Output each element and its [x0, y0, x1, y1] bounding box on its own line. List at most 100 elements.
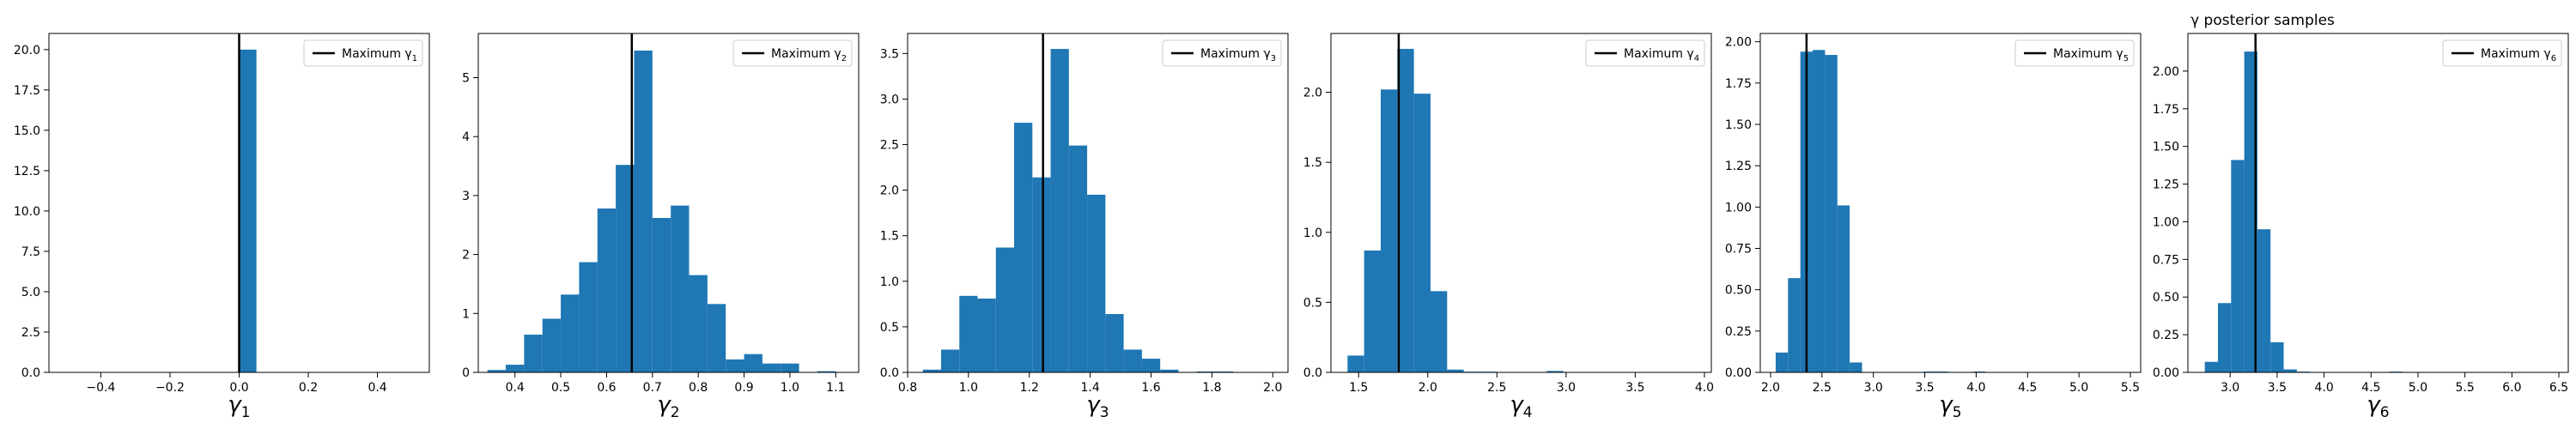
y-tick-label: 2.5	[880, 139, 899, 153]
y-tick-label: 7.5	[21, 245, 40, 259]
histogram-bar	[995, 247, 1015, 372]
histogram-bar	[1837, 205, 1850, 372]
histogram-bar	[524, 335, 543, 372]
x-tick-label: 3.0	[1557, 381, 1576, 395]
axes-frame	[477, 33, 860, 373]
y-tick-label: 1.00	[2153, 215, 2179, 229]
y-tick-label: 3	[462, 190, 470, 203]
histogram-bar	[616, 165, 635, 372]
x-tick-label: 2.0	[1761, 381, 1780, 395]
y-tick-label: 0.25	[2153, 329, 2179, 342]
axes-frame	[1759, 33, 2142, 373]
histogram-bar	[1825, 55, 1838, 373]
histogram-bar	[1105, 314, 1124, 372]
legend: Maximum γ4	[1585, 39, 1705, 67]
histogram-bar	[2204, 361, 2219, 372]
x-tick-label: 1.0	[959, 381, 978, 395]
legend-frame	[2442, 39, 2562, 67]
histogram-bar	[1397, 48, 1414, 373]
histogram-bar	[726, 359, 744, 372]
histogram-bar	[1546, 371, 1564, 372]
x-tick-label: 0.9	[734, 381, 753, 395]
x-tick-label: 3.0	[1864, 381, 1883, 395]
x-tick-label: 2.0	[1419, 381, 1437, 395]
x-axis-label: γ5	[1939, 392, 1961, 421]
x-tick-label: 4.0	[1966, 381, 1985, 395]
x-tick-label: 4.0	[1695, 381, 1714, 395]
y-tick-label: 1.25	[1725, 160, 1752, 173]
legend-frame	[2014, 39, 2135, 67]
histogram-bar	[652, 218, 671, 372]
figure-title: γ posterior samples	[2190, 12, 2335, 29]
histogram-bar	[1068, 145, 1088, 372]
x-tick-label: 3.5	[2268, 381, 2287, 395]
histogram-bar	[1160, 369, 1179, 372]
y-tick-label: 1.75	[1725, 77, 1752, 91]
y-tick-label: 1.50	[1725, 118, 1752, 132]
y-tick-label: 0.00	[1725, 366, 1752, 380]
x-axis-label: γ1	[228, 392, 250, 421]
histogram-bar	[1364, 250, 1381, 372]
histogram-bar	[707, 304, 726, 372]
y-tick-label: 0.5	[880, 321, 899, 335]
histogram-bar	[2257, 229, 2271, 372]
x-tick-label: 6.0	[2502, 381, 2521, 395]
y-tick-label: 0.00	[2153, 366, 2179, 380]
histogram-panel-5: 2.0 2.5 3.0 3.5 4.0 4.5 5.0 5.5 0.00 0.25 0.50 0.75…	[1725, 33, 2142, 421]
y-tick-label: 2.5	[21, 326, 40, 340]
y-tick-label: 2	[462, 249, 470, 263]
legend-label: Maximum γ1	[342, 47, 417, 63]
histogram-bar	[487, 370, 507, 372]
y-tick-label: 0.0	[880, 366, 899, 380]
y-tick-label: 1.5	[1303, 156, 1322, 170]
y-tick-label: 3.5	[880, 47, 899, 61]
histogram-bar	[1788, 278, 1801, 372]
histogram-bar	[922, 369, 941, 372]
y-tick-label: 2.00	[1725, 36, 1752, 50]
histogram-bar	[597, 208, 617, 372]
legend-frame	[1585, 39, 1705, 67]
y-tick-label: 0.0	[1303, 366, 1322, 380]
histogram-bar	[1014, 123, 1033, 372]
x-tick-label: 0.2	[299, 381, 318, 395]
legend-frame	[1162, 39, 1282, 67]
y-tick-label: 15.0	[14, 124, 40, 138]
histogram-bar	[1813, 50, 1826, 373]
histogram-panel-1: −0.4 −0.2 0.0 0.2 0.4 0.0 2.5 5.0 7.5 10.0 12.5 15.…	[14, 33, 430, 421]
histogram-panel-6: 3.0 3.5 4.0 4.5 5.0 5.5 6.0 6.5 0.00 0.25 0.50 0.75…	[2153, 33, 2569, 421]
legend-frame	[732, 39, 853, 67]
histogram-bar	[1123, 349, 1142, 372]
legend: Maximum γ5	[2014, 39, 2135, 67]
histogram-bar	[1413, 94, 1431, 373]
y-tick-label: 1.25	[2153, 178, 2179, 192]
histogram-bar	[959, 295, 978, 372]
histogram-bar	[561, 294, 580, 372]
axes-frame	[907, 33, 1289, 373]
y-tick-label: 1.0	[1303, 227, 1322, 240]
histogram-bar	[634, 50, 653, 372]
legend-frame	[303, 39, 423, 67]
x-tick-label: 0.5	[551, 381, 570, 395]
x-tick-label: 3.0	[2221, 381, 2239, 395]
y-tick-label: 2.0	[880, 184, 899, 198]
histogram-bar	[1347, 355, 1364, 372]
legend: Maximum γ6	[2442, 39, 2562, 67]
histogram-bar	[579, 262, 598, 372]
histogram-bar	[2283, 369, 2297, 372]
y-tick-label: 1.75	[2153, 103, 2179, 117]
x-tick-label: 1.1	[826, 381, 845, 395]
x-tick-label: 1.6	[1141, 381, 1160, 395]
x-tick-label: 2.5	[1487, 381, 1506, 395]
y-tick-label: 4	[462, 130, 470, 144]
y-tick-label: 2.00	[2153, 65, 2179, 79]
y-tick-label: 5	[462, 72, 470, 86]
x-tick-label: −0.2	[155, 381, 185, 395]
histogram-bar	[239, 49, 257, 373]
x-tick-label: 1.4	[1081, 381, 1100, 395]
x-tick-label: 4.5	[2361, 381, 2380, 395]
histogram-panel-3: 0.8 1.0 1.2 1.4 1.6 1.8 2.0 0.0 0.5 1.0 1.5 2.0 2.5 3…	[880, 33, 1289, 421]
histogram-bar	[940, 349, 960, 372]
x-tick-label: 6.5	[2549, 381, 2568, 395]
x-tick-label: 1.8	[1202, 381, 1221, 395]
